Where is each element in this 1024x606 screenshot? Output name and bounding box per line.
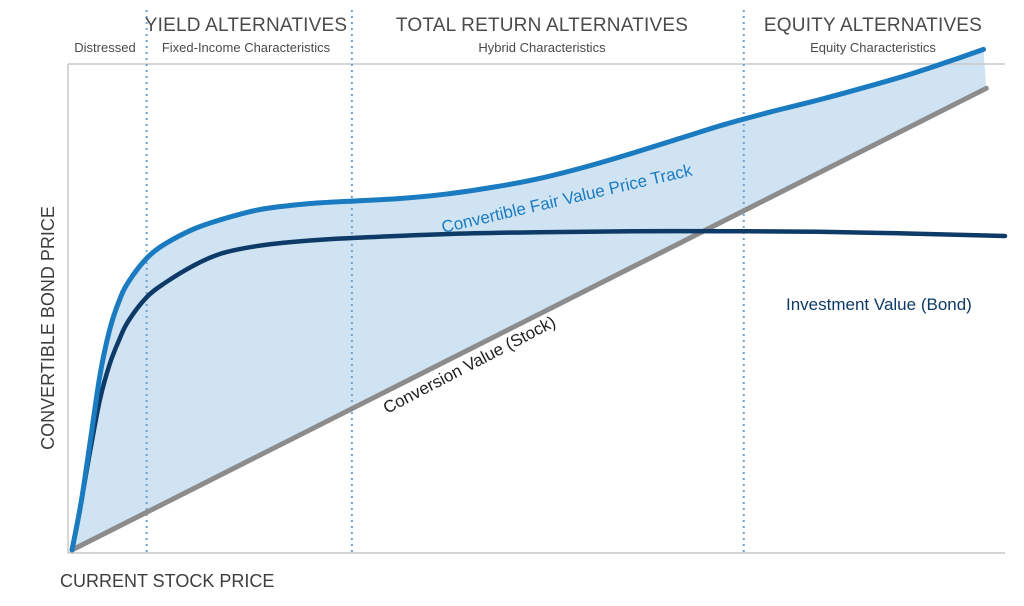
region-subtitle-yield: Fixed-Income Characteristics [162, 40, 331, 55]
region-title-total-return: TOTAL RETURN ALTERNATIVES [396, 15, 688, 36]
region-subtitle-distressed: Distressed [74, 40, 135, 55]
region-title-yield: YIELD ALTERNATIVES [145, 15, 347, 36]
x-axis-label: CURRENT STOCK PRICE [60, 571, 274, 591]
region-subtitle-total-return: Hybrid Characteristics [478, 40, 606, 55]
premium-shaded-area [72, 49, 987, 551]
region-dividers [145, 10, 745, 553]
region-title-equity: EQUITY ALTERNATIVES [764, 15, 982, 36]
region-subtitle-equity: Equity Characteristics [810, 40, 936, 55]
fair-value-line [69, 46, 986, 553]
investment-value-label: Investment Value (Bond) [786, 295, 972, 314]
y-axis-label: CONVERTIBLE BOND PRICE [38, 206, 58, 450]
conversion-value-line [69, 85, 989, 553]
investment-value-line [69, 228, 1008, 553]
